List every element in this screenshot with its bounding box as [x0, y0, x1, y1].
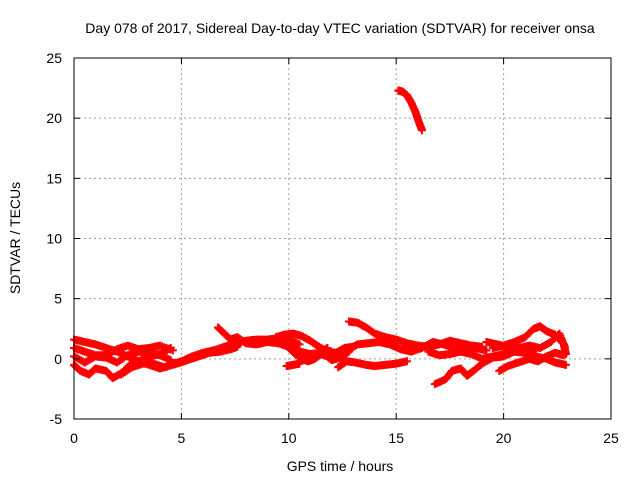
y-axis-label: SDTVAR / TECUs	[7, 182, 23, 294]
y-tick-label: 10	[46, 231, 62, 247]
x-tick-label: 0	[70, 430, 78, 446]
x-axis-label: GPS time / hours	[287, 458, 394, 474]
data-point	[166, 344, 175, 353]
series-track-18	[482, 329, 569, 353]
y-tick-label: 25	[46, 50, 62, 66]
data-point	[561, 360, 570, 369]
y-tick-label: 0	[54, 351, 62, 367]
series-track-16	[430, 344, 540, 389]
series-track-11	[334, 357, 411, 372]
x-tick-label: 20	[496, 430, 512, 446]
chart-title: Day 078 of 2017, Sidereal Day-to-day VTE…	[85, 20, 595, 36]
x-axis-ticks: 0 5 10 15 20 25	[70, 58, 619, 446]
data-point	[295, 340, 304, 349]
y-tick-label: 20	[46, 110, 62, 126]
y-tick-label: 15	[46, 170, 62, 186]
series-track-4	[70, 347, 175, 367]
y-tick-label: -5	[50, 411, 63, 427]
data-point	[482, 346, 491, 355]
data-points	[70, 86, 570, 389]
y-tick-label: 5	[54, 291, 62, 307]
series-track-10	[282, 359, 304, 371]
data-point	[402, 357, 411, 366]
x-tick-label: 10	[281, 430, 297, 446]
data-point	[417, 126, 426, 135]
x-tick-label: 5	[178, 430, 186, 446]
series-track-8	[271, 329, 358, 357]
x-tick-label: 25	[603, 430, 619, 446]
series-track-19	[495, 348, 568, 375]
series-track-14	[394, 86, 426, 135]
data-point	[559, 351, 568, 360]
data-point	[560, 342, 569, 351]
data-point	[295, 359, 304, 368]
x-tick-label: 15	[388, 430, 404, 446]
series-track-13	[344, 337, 491, 356]
y-axis-ticks: -5 0 5 10 15 20 25	[46, 50, 611, 427]
